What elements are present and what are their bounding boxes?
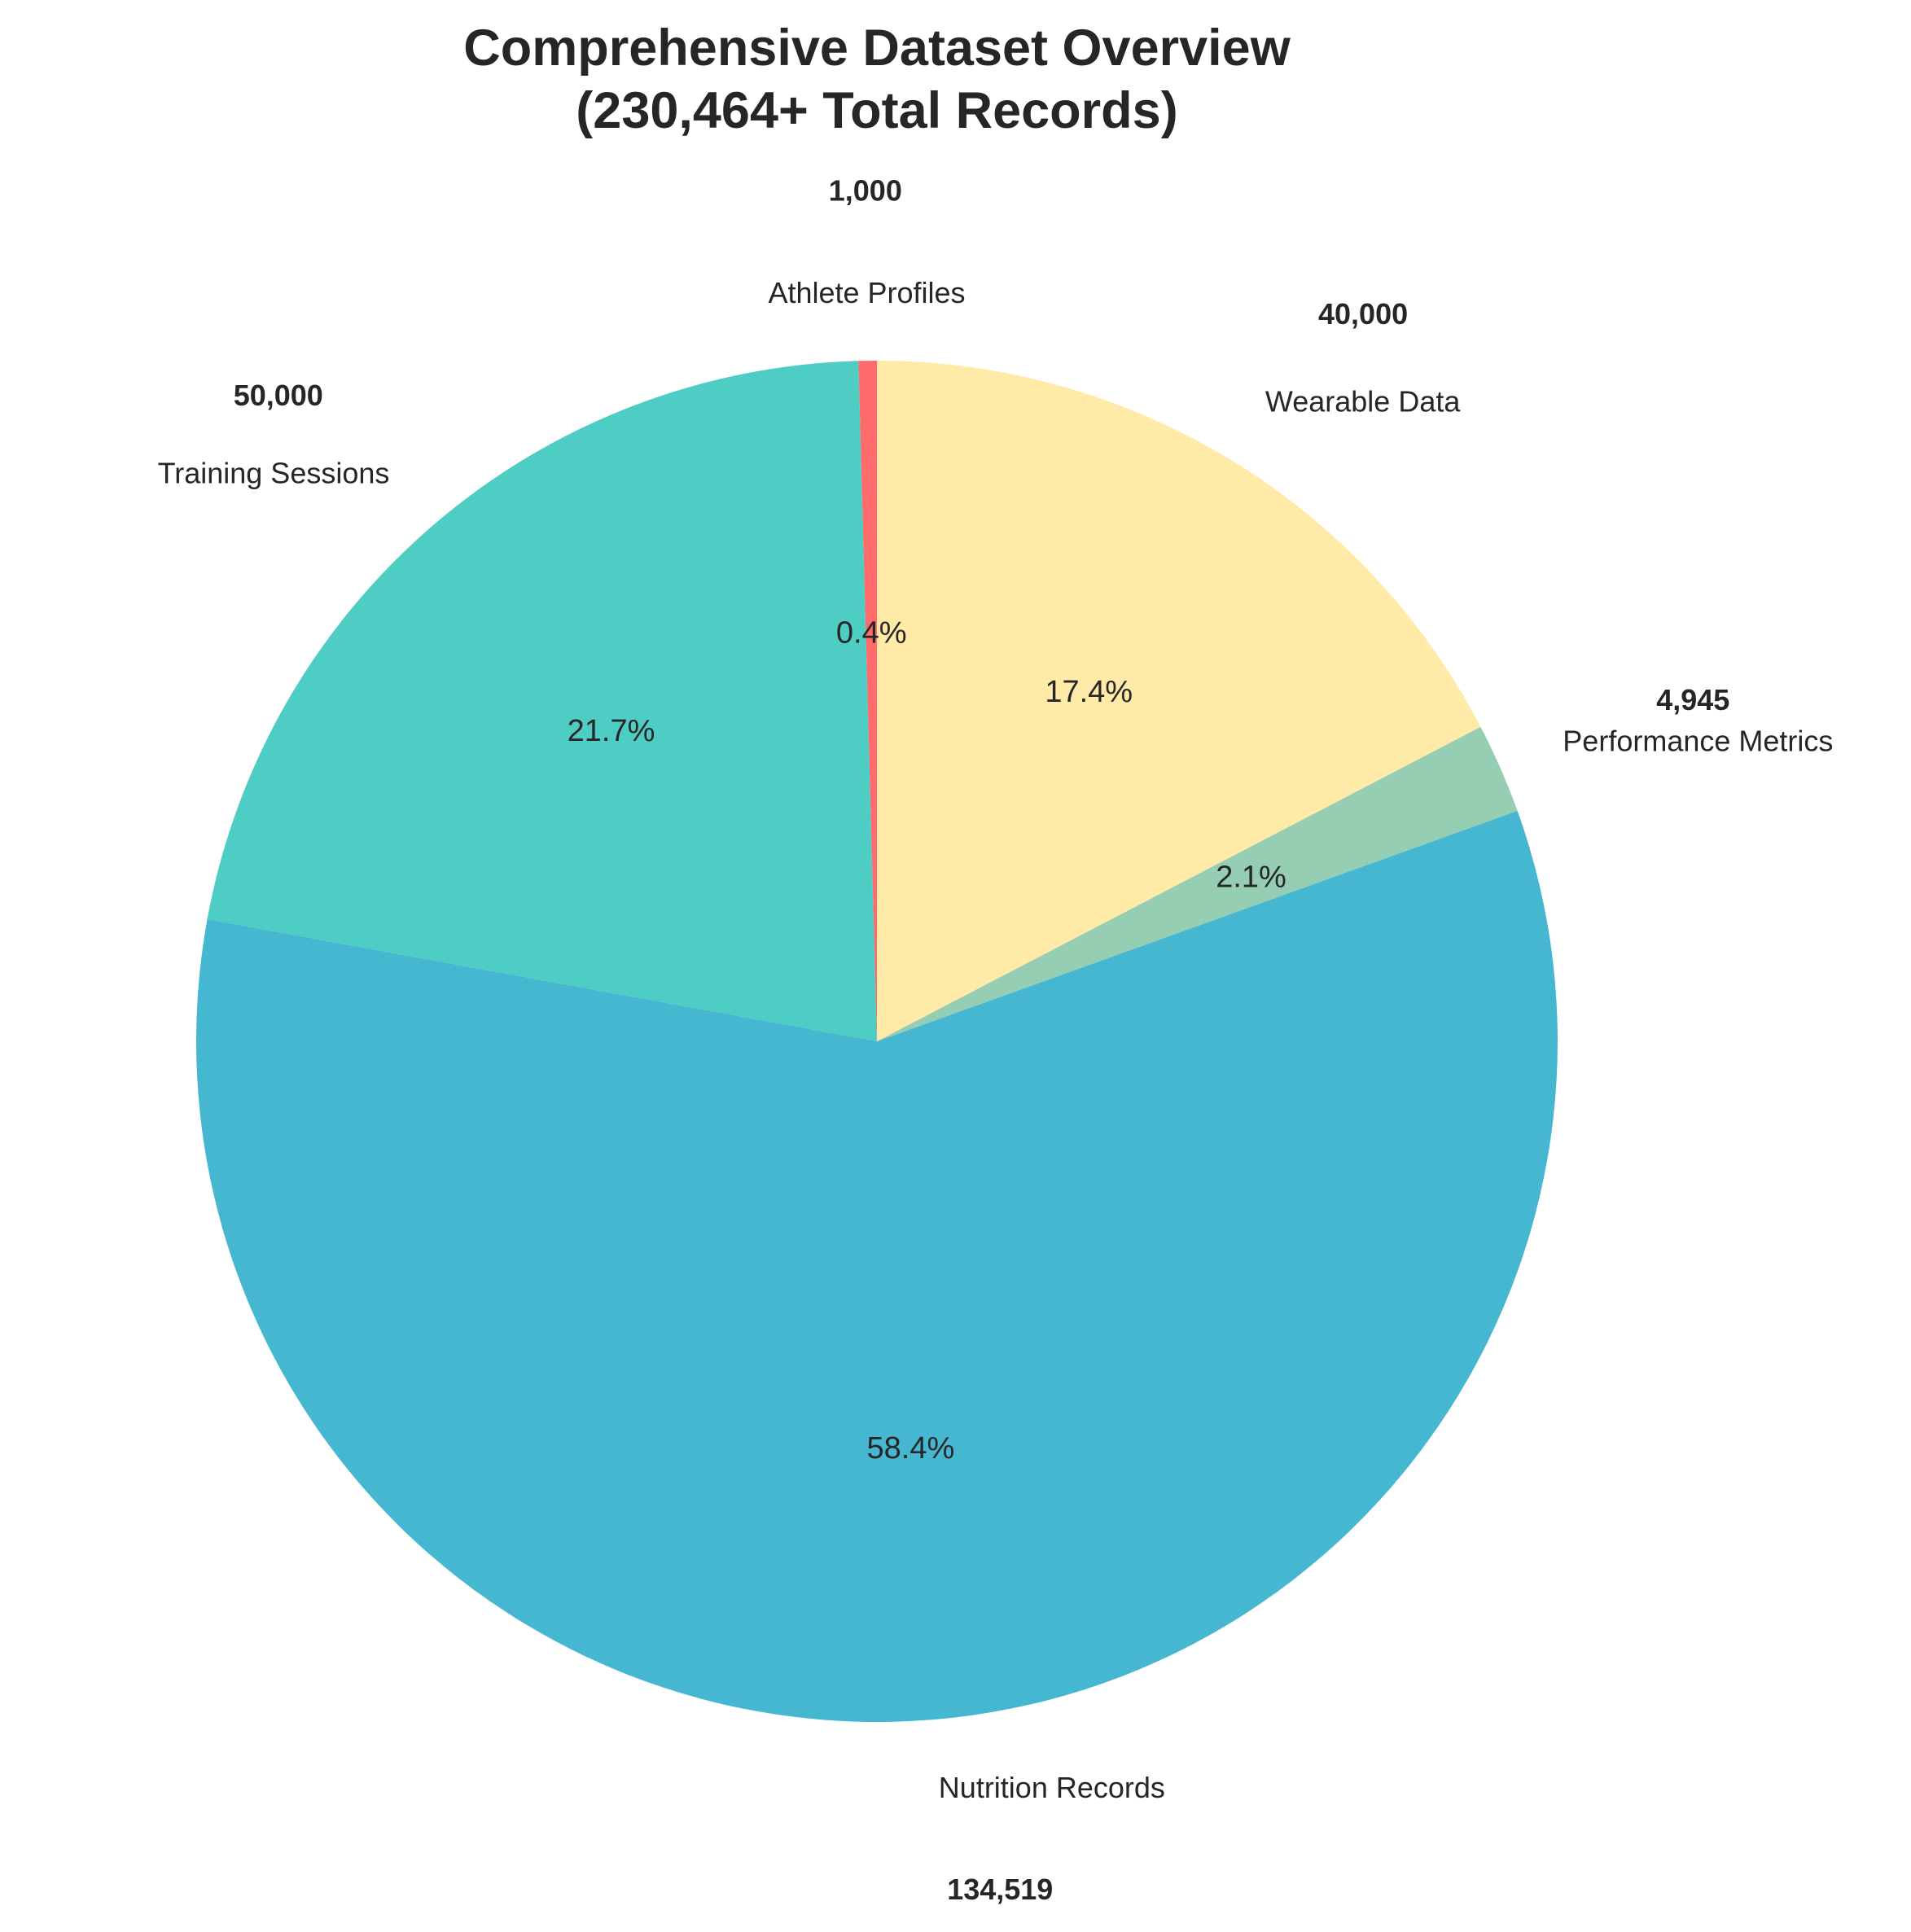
pie-labels: Athlete Profiles 1,000 0.4% Training Sessio… [158, 174, 1834, 1906]
slice-label-performance-metrics: Performance Metrics [1563, 725, 1833, 758]
slice-count-performance-metrics: 4,945 [1656, 683, 1729, 716]
slice-percent-performance-metrics: 2.1% [1216, 861, 1286, 895]
pie-slice-performance-metrics [877, 726, 1518, 1041]
slice-count-wearable-data: 40,000 [1318, 297, 1408, 331]
pie-slice-wearable-data [877, 361, 1481, 1041]
slice-label-training-sessions: Training Sessions [158, 456, 390, 489]
slice-label-wearable-data: Wearable Data [1265, 384, 1461, 418]
slice-count-athlete-profiles: 1,000 [829, 174, 902, 208]
pie-slices [195, 361, 1558, 1722]
slice-percent-training-sessions: 21.7% [568, 714, 655, 748]
slice-percent-athlete-profiles: 0.4% [836, 616, 907, 650]
pie-slice-training-sessions [207, 361, 877, 1041]
chart-title-line-2: (230,464+ Total Records) [576, 82, 1177, 139]
slice-label-nutrition-records: Nutrition Records [939, 1771, 1165, 1804]
slice-percent-wearable-data: 17.4% [1045, 675, 1133, 709]
pie-slice-athlete-profiles [858, 361, 877, 1041]
slice-count-training-sessions: 50,000 [234, 379, 323, 412]
slice-count-nutrition-records: 134,519 [947, 1873, 1053, 1906]
pie-slice-nutrition-records [195, 810, 1558, 1722]
slice-label-athlete-profiles: Athlete Profiles [768, 276, 965, 309]
chart-title-line-1: Comprehensive Dataset Overview [463, 20, 1291, 77]
slice-percent-nutrition-records: 58.4% [867, 1431, 955, 1465]
